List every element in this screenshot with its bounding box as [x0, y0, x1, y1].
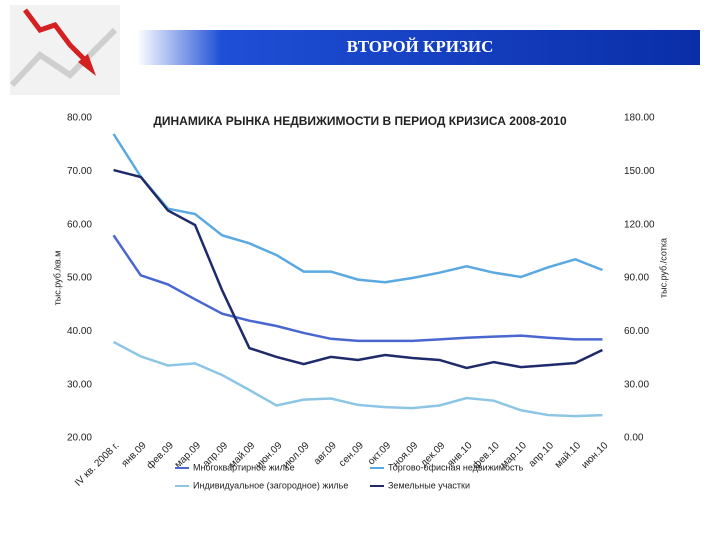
slide-title: ВТОРОЙ КРИЗИС — [347, 37, 494, 56]
x-tick-label: фев.09 — [144, 439, 176, 471]
y-tick-label: 60.00 — [67, 219, 92, 230]
x-tick-label: IV кв. 2008 г. — [73, 440, 122, 489]
title-banner — [137, 30, 700, 65]
chart-title: ДИНАМИКА РЫНКА НЕДВИЖИМОСТИ В ПЕРИОД КРИ… — [153, 114, 567, 128]
y2-tick-label: 150.00 — [624, 166, 655, 177]
y2-tick-label: 120.00 — [624, 219, 655, 230]
legend-label: Индивидуальное (загородное) жилье — [193, 480, 348, 490]
x-tick-label: янв.09 — [120, 440, 149, 469]
y2-tick-label: 180.00 — [624, 113, 655, 124]
logo-icon — [9, 5, 120, 95]
y-tick-label: 20.00 — [67, 433, 92, 444]
series-line — [112, 340, 603, 418]
y2-tick-label: 0.00 — [624, 433, 644, 444]
y-tick-label: 70.00 — [67, 166, 92, 177]
legend-label: Торгово-офисная недвижимость — [388, 462, 524, 472]
y2-tick-label: 30.00 — [624, 379, 649, 390]
legend-label: Многоквартирное жилье — [193, 462, 295, 472]
y-tick-label: 40.00 — [67, 326, 92, 337]
y2-axis-title: тыс.руб./сотка — [658, 238, 668, 298]
y2-tick-label: 60.00 — [624, 326, 649, 337]
legend-label: Земельные участки — [388, 480, 470, 490]
y-tick-label: 50.00 — [67, 273, 92, 284]
series-line — [113, 168, 603, 370]
x-tick-label: июн.10 — [580, 440, 611, 471]
x-tick-label: авг.09 — [312, 440, 339, 467]
series-line — [112, 234, 603, 343]
series-line — [112, 133, 603, 284]
y-axis-title: тыс.руб./кв.м — [52, 251, 62, 306]
x-tick-label: апр.10 — [527, 440, 557, 470]
y-tick-label: 30.00 — [67, 379, 92, 390]
y2-tick-label: 90.00 — [624, 273, 649, 284]
x-tick-label: сен.09 — [337, 440, 366, 469]
x-tick-label: май.10 — [553, 440, 584, 471]
y-tick-label: 80.00 — [67, 113, 92, 124]
